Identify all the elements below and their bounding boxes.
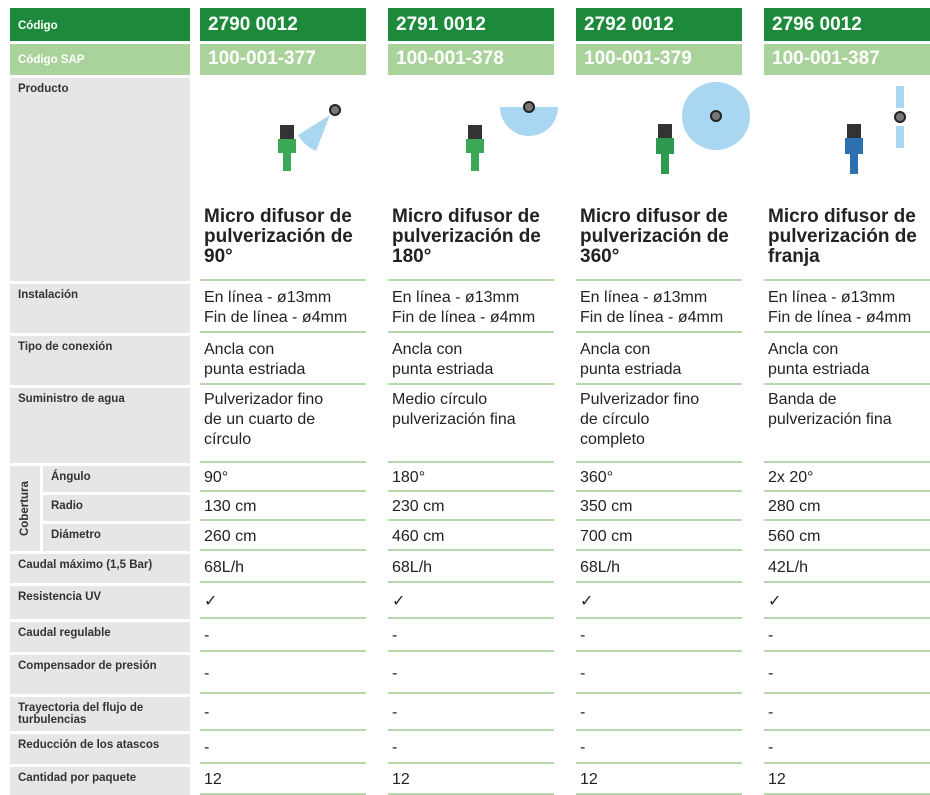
cell: - xyxy=(200,734,366,764)
cell: 180° xyxy=(388,466,554,492)
cell: - xyxy=(388,655,554,694)
cell: Ancla con punta estriada xyxy=(200,336,366,385)
cell: En línea - ø13mm Fin de línea - ø4mm xyxy=(764,284,930,333)
cell: 12 xyxy=(200,767,366,795)
product-image xyxy=(845,86,906,174)
cell: ✓ xyxy=(200,586,366,619)
divider xyxy=(200,279,366,281)
row-label: Tipo de conexión xyxy=(10,336,190,385)
product-code: 2796 0012 xyxy=(764,8,930,41)
cell: 12 xyxy=(576,767,742,795)
divider xyxy=(388,279,554,281)
row-label: Resistencia UV xyxy=(10,586,190,619)
cell: ✓ xyxy=(388,586,554,619)
row-label: Suministro de agua xyxy=(10,388,190,463)
cell: En línea - ø13mm Fin de línea - ø4mm xyxy=(200,284,366,333)
row-label: Cantidad por paquete xyxy=(10,767,190,795)
cell: 42L/h xyxy=(764,554,930,583)
header-label: Código SAP xyxy=(10,44,190,75)
cell: Ancla con punta estriada xyxy=(388,336,554,385)
product-name: Micro difusor de pulverización de 180° xyxy=(392,206,541,267)
cell: ✓ xyxy=(576,586,742,619)
cell: 700 cm xyxy=(576,524,742,551)
row-label: Compensador de presión xyxy=(10,655,190,694)
product-name: Micro difusor de pulverización de 90° xyxy=(204,206,353,267)
row-label: Reducción de los atascos xyxy=(10,734,190,764)
row-label: Producto xyxy=(10,78,190,281)
cell: Pulverizador fino de círculo completo xyxy=(576,388,742,463)
cell: En línea - ø13mm Fin de línea - ø4mm xyxy=(388,284,554,333)
product-code: 2791 0012 xyxy=(388,8,554,41)
cell: Ancla con punta estriada xyxy=(764,336,930,385)
sap-code: 100-001-378 xyxy=(388,44,554,75)
cell: 90° xyxy=(200,466,366,492)
cell: 260 cm xyxy=(200,524,366,551)
cell: Medio círculo pulverización fina xyxy=(388,388,554,463)
cell: - xyxy=(200,655,366,694)
cell: 280 cm xyxy=(764,495,930,521)
sap-code: 100-001-379 xyxy=(576,44,742,75)
cell: 68L/h xyxy=(200,554,366,583)
cell: 68L/h xyxy=(388,554,554,583)
product-image xyxy=(656,82,750,174)
cell: - xyxy=(764,655,930,694)
cell: 2x 20° xyxy=(764,466,930,492)
cell: 230 cm xyxy=(388,495,554,521)
cell: 560 cm xyxy=(764,524,930,551)
cell: - xyxy=(576,622,742,652)
group-label: Cobertura xyxy=(10,466,40,551)
cell: Banda de pulverización fina xyxy=(764,388,930,463)
product-code: 2792 0012 xyxy=(576,8,742,41)
cell: - xyxy=(200,697,366,731)
cell: 130 cm xyxy=(200,495,366,521)
divider xyxy=(764,279,930,281)
product-image xyxy=(278,104,341,171)
product-name: Micro difusor de pulverización de 360° xyxy=(580,206,729,267)
divider xyxy=(576,279,742,281)
row-label: Caudal máximo (1,5 Bar) xyxy=(10,554,190,583)
row-label: Trayectoria del flujo de turbulencias xyxy=(10,697,190,731)
sap-code: 100-001-377 xyxy=(200,44,366,75)
cell: - xyxy=(764,697,930,731)
row-label: Instalación xyxy=(10,284,190,333)
cell: Pulverizador fino de un cuarto de círcul… xyxy=(200,388,366,463)
cell: - xyxy=(764,734,930,764)
cell: 350 cm xyxy=(576,495,742,521)
row-label: Caudal regulable xyxy=(10,622,190,652)
cell: 460 cm xyxy=(388,524,554,551)
row-label: Radio xyxy=(43,495,190,521)
cell: - xyxy=(388,697,554,731)
cell: - xyxy=(576,655,742,694)
cell: 360° xyxy=(576,466,742,492)
product-image xyxy=(466,101,558,171)
cell: - xyxy=(200,622,366,652)
sap-code: 100-001-387 xyxy=(764,44,930,75)
product-name: Micro difusor de pulverización de franja xyxy=(768,206,917,267)
row-label: Diámetro xyxy=(43,524,190,551)
cell: 12 xyxy=(388,767,554,795)
cell: - xyxy=(764,622,930,652)
cell: 68L/h xyxy=(576,554,742,583)
cell: - xyxy=(388,734,554,764)
cell: En línea - ø13mm Fin de línea - ø4mm xyxy=(576,284,742,333)
cell: - xyxy=(388,622,554,652)
cell: ✓ xyxy=(764,586,930,619)
cell: - xyxy=(576,734,742,764)
cell: 12 xyxy=(764,767,930,795)
row-label: Ángulo xyxy=(43,466,190,492)
header-label: Código xyxy=(10,8,190,41)
product-code: 2790 0012 xyxy=(200,8,366,41)
cell: Ancla con punta estriada xyxy=(576,336,742,385)
cell: - xyxy=(576,697,742,731)
